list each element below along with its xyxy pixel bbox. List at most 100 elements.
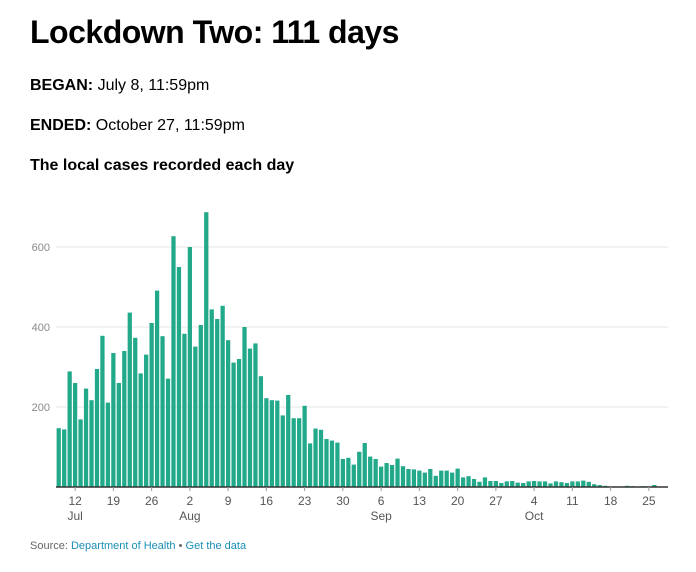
- x-tick-label: 4: [531, 494, 538, 508]
- bar: [455, 468, 460, 487]
- bar: [368, 456, 373, 487]
- get-the-data-link[interactable]: Get the data: [185, 540, 247, 552]
- bar: [253, 343, 258, 487]
- bar: [411, 469, 417, 487]
- bar: [307, 443, 313, 487]
- bar: [564, 483, 570, 487]
- bar: [193, 346, 198, 487]
- bar: [215, 319, 220, 487]
- bar: [182, 333, 187, 487]
- bar: [111, 353, 116, 487]
- bar: [488, 481, 493, 487]
- bar: [504, 481, 509, 487]
- bar: [209, 309, 214, 487]
- bar: [149, 323, 154, 487]
- bar: [373, 459, 378, 487]
- chart-subtitle: The local cases recorded each day: [30, 157, 295, 174]
- source-label: Source:: [30, 540, 68, 552]
- bar: [510, 481, 515, 487]
- bar: [258, 376, 264, 487]
- bar: [291, 418, 296, 487]
- bar: [187, 247, 192, 487]
- bar: [378, 466, 384, 487]
- bar: [553, 481, 559, 487]
- daily-cases-bar-chart: 200 400 600 12 19 26 2 9 16 23 30 6 13 20 27 4 11 18 25 Ju…: [32, 212, 668, 523]
- bar: [471, 479, 477, 487]
- bar: [280, 415, 285, 487]
- y-tick-label: 600: [32, 242, 50, 254]
- y-tick-label: 400: [32, 322, 50, 334]
- x-tick-label: 20: [451, 494, 465, 508]
- month-label: Oct: [525, 509, 544, 523]
- bar: [83, 388, 89, 487]
- x-tick-label: 27: [489, 494, 503, 508]
- bar: [477, 481, 482, 487]
- x-tick-label: 23: [298, 494, 312, 508]
- x-tick-label: 12: [68, 494, 82, 508]
- bar: [231, 362, 236, 487]
- bar: [138, 373, 143, 487]
- bar: [302, 405, 307, 487]
- department-of-health-link[interactable]: Department of Health: [70, 540, 176, 552]
- bar: [417, 470, 422, 487]
- bar: [531, 481, 537, 487]
- bar: [313, 428, 318, 487]
- source-line: Source: Department of Health • Get the d…: [30, 540, 246, 552]
- bar: [89, 400, 94, 487]
- bar: [242, 327, 247, 487]
- month-label: Jul: [67, 509, 82, 523]
- bar: [105, 402, 111, 487]
- bar: [94, 369, 100, 487]
- bar: [493, 481, 498, 487]
- bar-layer: [56, 212, 662, 487]
- bar: [537, 481, 542, 487]
- bar: [482, 477, 488, 487]
- began-label: BEGAN:: [30, 77, 94, 94]
- bar: [400, 466, 406, 487]
- bar: [318, 429, 324, 487]
- bar: [346, 457, 351, 487]
- bar: [127, 312, 132, 487]
- x-tick-label: 26: [145, 494, 159, 508]
- bar: [389, 465, 395, 487]
- bar: [526, 481, 531, 487]
- bar: [357, 451, 362, 487]
- bar: [275, 400, 280, 487]
- bar: [133, 337, 138, 487]
- bar: [439, 470, 444, 487]
- bar: [422, 472, 427, 487]
- bar: [220, 305, 225, 487]
- bar: [515, 482, 520, 487]
- bar: [297, 418, 302, 487]
- bar: [100, 335, 105, 487]
- bar: [78, 419, 83, 487]
- bar: [499, 483, 504, 487]
- bar: [154, 290, 160, 487]
- bar: [466, 476, 471, 487]
- bar: [204, 212, 209, 487]
- ended-line: ENDED: October 27, 11:59pm: [30, 117, 245, 135]
- bar: [444, 470, 449, 487]
- bar: [559, 482, 564, 487]
- bar: [433, 475, 438, 487]
- bar: [56, 428, 61, 487]
- x-tick-label: 30: [336, 494, 350, 508]
- bar: [597, 485, 602, 487]
- bar: [165, 378, 171, 487]
- bar: [324, 439, 329, 487]
- bar: [652, 485, 657, 487]
- bar: [450, 472, 455, 487]
- bar: [116, 383, 121, 487]
- x-tick-label: 13: [413, 494, 427, 508]
- bar: [72, 383, 78, 487]
- bar: [286, 395, 291, 487]
- source-separator: •: [178, 540, 183, 552]
- x-tick-label: 2: [187, 494, 194, 508]
- bar: [269, 400, 274, 487]
- bar: [176, 267, 182, 487]
- x-tick-label: 11: [566, 494, 579, 508]
- grid-layer: 200 400 600: [32, 242, 668, 414]
- bar: [198, 325, 203, 487]
- bar: [160, 336, 165, 487]
- bar: [362, 443, 367, 487]
